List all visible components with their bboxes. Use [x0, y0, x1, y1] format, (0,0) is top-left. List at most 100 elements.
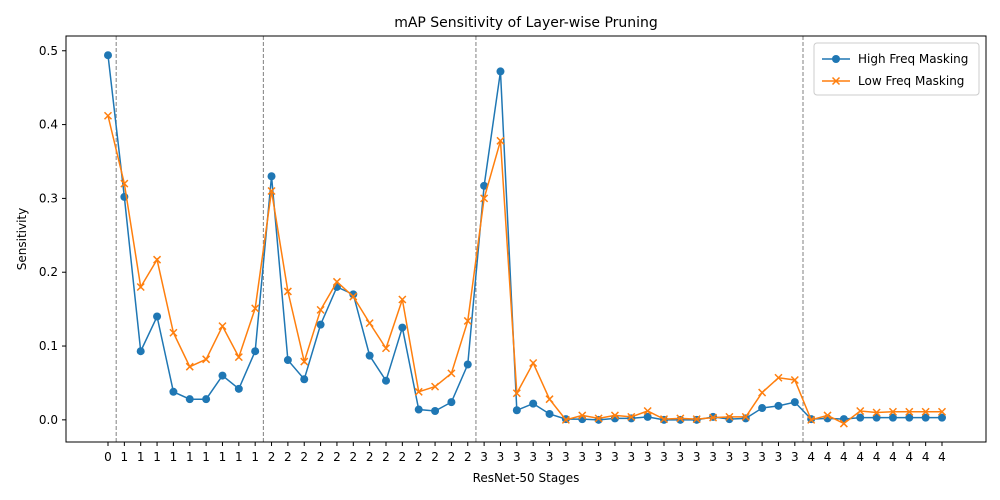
data-point — [349, 290, 358, 299]
data-point — [774, 373, 783, 382]
x-tick-label: 3 — [595, 450, 603, 464]
x-tick-label: 3 — [693, 450, 701, 464]
marker-stroke — [856, 406, 865, 416]
x-tick-label: 4 — [905, 450, 913, 464]
x-tick-label: 2 — [333, 450, 341, 464]
data-point — [627, 412, 636, 421]
data-point — [888, 413, 897, 422]
data-point — [545, 409, 554, 418]
data-point — [349, 292, 358, 301]
marker-stroke — [365, 319, 374, 328]
marker-stroke — [234, 353, 243, 362]
data-point — [447, 398, 456, 407]
y-tick-label: 0.2 — [39, 265, 58, 279]
data-point — [169, 387, 178, 396]
data-point — [676, 414, 685, 423]
data-point — [398, 295, 407, 304]
x-tick-label: 1 — [186, 450, 194, 464]
x-tick-label: 3 — [709, 450, 717, 464]
x-tick-label: 1 — [121, 450, 129, 464]
data-point — [365, 319, 374, 328]
data-point — [218, 322, 227, 331]
x-tick-label: 2 — [284, 450, 292, 464]
x-tick-label: 3 — [611, 450, 619, 464]
x-tick-label: 3 — [546, 450, 554, 464]
data-point — [267, 186, 276, 196]
x-tick-label: 3 — [791, 450, 799, 464]
marker-stroke — [153, 255, 162, 264]
x-tick-label: 2 — [268, 450, 276, 464]
marker-stroke — [251, 304, 260, 313]
data-point — [839, 419, 848, 428]
data-point — [937, 407, 947, 416]
data-point — [316, 305, 325, 314]
data-point — [790, 398, 799, 407]
marker-stroke — [529, 358, 538, 368]
data-point — [872, 413, 881, 422]
data-point — [561, 415, 570, 424]
x-tick-label: 3 — [677, 450, 685, 464]
marker-stroke — [921, 407, 930, 416]
data-point — [463, 316, 472, 325]
x-tick-label: 2 — [300, 450, 308, 464]
marker-stroke — [790, 375, 799, 385]
marker-stroke — [414, 387, 423, 396]
marker-stroke — [218, 322, 227, 331]
data-point — [496, 136, 505, 145]
data-point — [758, 388, 767, 397]
x-tick-label: 1 — [251, 450, 259, 464]
legend-item: High Freq Masking — [822, 52, 968, 66]
marker-stroke — [741, 412, 750, 421]
data-point — [856, 413, 865, 422]
marker-stroke — [561, 415, 570, 424]
x-tick-label: 3 — [627, 450, 635, 464]
marker-stroke — [774, 373, 783, 382]
legend: High Freq Masking Low Freq Masking — [813, 42, 980, 96]
x-tick-label: 3 — [660, 450, 668, 464]
x-tick-label: 2 — [349, 450, 357, 464]
data-point — [136, 282, 145, 292]
marker-stroke — [545, 395, 554, 404]
marker-stroke — [709, 413, 718, 422]
x-tick-label: 4 — [856, 450, 864, 464]
data-point — [496, 67, 505, 76]
marker-stroke — [447, 369, 456, 378]
legend-marker — [832, 55, 840, 63]
data-point — [202, 355, 211, 364]
x-tick-label: 1 — [219, 450, 227, 464]
data-point — [234, 384, 243, 393]
data-point — [234, 353, 243, 362]
data-point — [283, 356, 292, 365]
data-point — [512, 389, 521, 398]
y-tick-label: 0.0 — [39, 413, 58, 427]
marker-stroke — [578, 411, 587, 420]
marker-stroke — [872, 408, 881, 417]
data-point — [807, 415, 816, 424]
data-point — [692, 415, 701, 424]
marker-stroke — [807, 415, 816, 424]
marker-stroke — [202, 355, 211, 364]
x-tick-label: 3 — [529, 450, 537, 464]
data-point — [905, 413, 914, 422]
marker-stroke — [120, 179, 129, 188]
chart-title: mAP Sensitivity of Layer-wise Pruning — [394, 15, 658, 31]
x-tick-label: 2 — [448, 450, 456, 464]
data-point — [382, 376, 390, 385]
marker-stroke — [512, 389, 521, 398]
marker-stroke — [136, 282, 145, 292]
data-point — [594, 415, 603, 424]
marker-stroke — [676, 414, 685, 423]
data-point — [316, 320, 325, 329]
marker-stroke — [725, 412, 734, 421]
data-point — [153, 312, 162, 321]
marker-stroke — [758, 388, 767, 397]
x-tick-label: 3 — [726, 450, 734, 464]
data-point — [447, 369, 456, 378]
x-tick-label: 2 — [431, 450, 439, 464]
data-point — [136, 347, 145, 356]
marker-stroke — [692, 415, 701, 424]
data-point — [709, 413, 718, 422]
x-tick-label: 3 — [497, 450, 505, 464]
x-tick-label: 3 — [758, 450, 766, 464]
